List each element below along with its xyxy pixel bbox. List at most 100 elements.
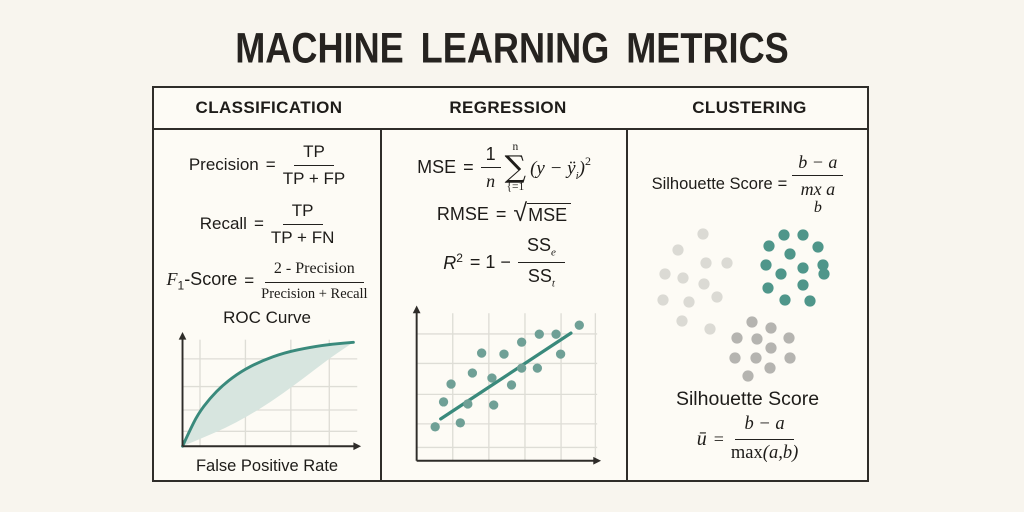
rmse-equals: = xyxy=(495,203,507,224)
cluster-dot xyxy=(672,244,684,256)
f1-lhs: F1-Score xyxy=(166,269,238,294)
cluster-dot xyxy=(784,248,796,260)
recall-fraction: TP TP + FN xyxy=(270,201,335,247)
scatter-dot xyxy=(517,337,527,347)
cluster-dot xyxy=(742,370,754,382)
silhouette-bottom-formula: ū = b − a max(a,b) xyxy=(697,414,798,464)
cluster-dot xyxy=(817,259,829,271)
cluster-dot xyxy=(762,282,774,294)
cluster-dot xyxy=(818,268,830,280)
scatter-dot xyxy=(430,422,440,432)
page-title: MACHINE LEARNING METRICS xyxy=(235,23,789,72)
rmse-sqrt: √ MSE xyxy=(513,198,572,227)
header-classification: CLASSIFICATION xyxy=(195,98,343,117)
header-regression: REGRESSION xyxy=(449,98,567,117)
scatter-dot xyxy=(446,379,456,389)
cluster-dot xyxy=(765,322,777,334)
cluster-dot xyxy=(729,352,741,364)
recall-formula: Recall = TP TP + FN xyxy=(200,201,335,247)
rmse-lhs: RMSE xyxy=(436,203,489,224)
scatter-dot xyxy=(487,373,497,383)
radical-symbol: √ xyxy=(513,198,528,227)
bottom-equals: = xyxy=(713,428,724,449)
f1-equals: = xyxy=(244,271,255,291)
precision-formula: Precision = TP TP + FP xyxy=(189,142,345,188)
mse-lhs: MSE xyxy=(417,157,457,178)
cluster-dot xyxy=(698,278,710,290)
arrowhead xyxy=(412,305,421,314)
roc-curve xyxy=(181,341,355,448)
cluster-dot xyxy=(797,262,809,274)
regression-cell: MSE = 1 n n ∑ {=1 (y − ÿi)2 RMSE = xyxy=(382,130,628,480)
scatter-dot xyxy=(506,380,517,390)
silhouette-top-formula: Silhouette Score = b − a mx a b xyxy=(652,152,844,216)
scatter-dot xyxy=(534,329,544,339)
arrowhead xyxy=(593,456,602,465)
table-body-row: Precision = TP TP + FP Recall = TP TP + … xyxy=(154,130,867,480)
cluster-dot xyxy=(700,257,712,269)
cluster-dot xyxy=(659,268,671,280)
cluster-dot xyxy=(797,229,809,241)
mse-formula: MSE = 1 n n ∑ {=1 (y − ÿi)2 xyxy=(417,141,591,194)
cluster-dot xyxy=(746,316,758,328)
trend-line xyxy=(439,331,573,421)
cluster-dot xyxy=(765,342,777,354)
roc-fill-area xyxy=(182,342,354,447)
recall-equals: = xyxy=(253,214,264,234)
scatter-dot xyxy=(532,363,543,373)
r2-lhs: R2 xyxy=(443,250,463,273)
cluster-dot xyxy=(778,229,790,241)
summation-symbol: n ∑ {=1 xyxy=(504,141,527,193)
scatter-dot xyxy=(455,418,466,428)
r2-equals: = 1 − xyxy=(469,251,511,272)
table-header-row: CLASSIFICATION REGRESSION CLUSTERING xyxy=(154,88,867,130)
arrowhead xyxy=(353,442,362,451)
cluster-dot xyxy=(731,332,743,344)
cluster-dot xyxy=(812,241,824,253)
cluster-dot xyxy=(764,362,776,374)
scatter-dot xyxy=(574,320,584,330)
cluster-dot xyxy=(721,257,733,269)
scatter-dot xyxy=(463,399,473,409)
cluster-dot xyxy=(797,279,809,291)
cluster-dot xyxy=(751,333,763,345)
cluster-dot xyxy=(711,291,723,303)
silhouette-equals: = xyxy=(777,174,788,193)
clustering-cell: Silhouette Score = b − a mx a b Silhouet… xyxy=(628,130,867,480)
mse-body: (y − ÿi)2 xyxy=(530,153,591,182)
f1-fraction: 2 - Precision Precision + Recall xyxy=(261,260,368,302)
roc-chart xyxy=(178,332,362,451)
cluster-dot xyxy=(804,295,816,307)
classification-cell: Precision = TP TP + FP Recall = TP TP + … xyxy=(154,130,383,480)
scatter-dot xyxy=(477,348,487,358)
metrics-table: CLASSIFICATION REGRESSION CLUSTERING Pre… xyxy=(152,86,869,482)
cluster-dot xyxy=(657,294,669,306)
header-clustering: CLUSTERING xyxy=(692,98,807,117)
scatter-dot xyxy=(555,349,566,359)
cluster-dot xyxy=(783,332,795,344)
precision-lhs: Precision xyxy=(188,155,259,175)
precision-equals: = xyxy=(265,155,276,175)
silhouette-lhs: Silhouette Score xyxy=(651,174,773,193)
cluster-dot xyxy=(784,352,796,364)
mse-equals: = xyxy=(463,157,474,178)
roc-xaxis-label: False Positive Rate xyxy=(195,457,339,476)
scatter-dot xyxy=(499,349,509,359)
cluster-dot xyxy=(677,272,689,284)
cluster-dot xyxy=(750,352,762,364)
recall-lhs: Recall xyxy=(199,214,247,234)
arrowhead xyxy=(178,332,187,340)
cluster-scatter-plot xyxy=(657,228,830,382)
scatter-dot xyxy=(551,329,561,339)
precision-fraction: TP TP + FP xyxy=(282,142,346,188)
cluster-dot xyxy=(763,240,775,252)
cluster-dot xyxy=(775,268,787,280)
scatter-dot xyxy=(438,397,449,407)
bottom-fraction: b − a max(a,b) xyxy=(730,414,799,463)
cluster-dot xyxy=(676,315,688,327)
cluster-dot xyxy=(697,228,709,240)
mse-one-over-n: 1 n xyxy=(480,144,501,191)
roc-chart-title: ROC Curve xyxy=(223,308,311,328)
cluster-dot xyxy=(683,296,695,308)
